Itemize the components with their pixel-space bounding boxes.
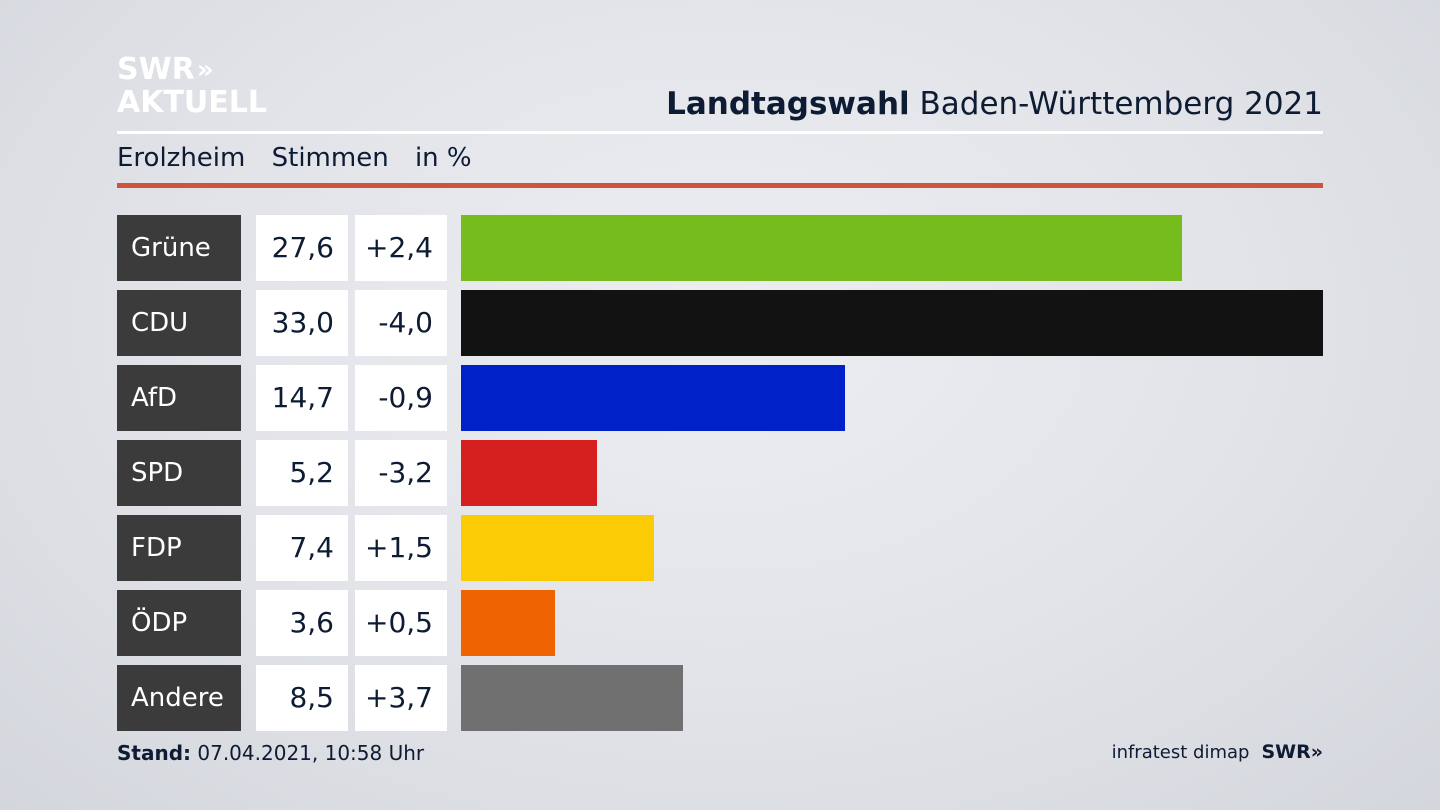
party-label: Grüne xyxy=(117,215,241,281)
bar-fdp xyxy=(461,515,654,581)
bar-cdu xyxy=(461,290,1323,356)
chart-row: SPD 5,2 -3,2 xyxy=(117,440,1323,506)
timestamp: Stand: 07.04.2021, 10:58 Uhr xyxy=(117,741,424,765)
vote-share-value: 33,0 xyxy=(256,290,348,356)
vote-share-value: 14,7 xyxy=(256,365,348,431)
logo-aktuell-text: AKTUELL xyxy=(117,85,268,120)
logo-swr-text: SWR xyxy=(117,52,195,87)
logo-arrows-icon: » xyxy=(196,55,214,85)
party-label: Andere xyxy=(117,665,241,731)
party-label: ÖDP xyxy=(117,590,241,656)
swr-brand-logo: SWR» xyxy=(1261,741,1323,763)
vote-change-value: -4,0 xyxy=(355,290,447,356)
vote-change-value: +2,4 xyxy=(355,215,447,281)
bar-afd xyxy=(461,365,845,431)
subtitle-place: Erolzheim xyxy=(117,143,246,173)
chart-row: Grüne 27,6 +2,4 xyxy=(117,215,1323,281)
subtitle-unit: in % xyxy=(414,143,472,173)
chart-title: Landtagswahl Baden-Württemberg 2021 xyxy=(666,86,1323,122)
bar-andere xyxy=(461,665,683,731)
title-bold: Landtagswahl xyxy=(666,86,910,122)
title-rest: Baden-Württemberg 2021 xyxy=(919,86,1323,122)
vote-share-value: 7,4 xyxy=(256,515,348,581)
header-divider xyxy=(117,131,1323,134)
subtitle-metric: Stimmen xyxy=(271,143,389,173)
subtitle-divider xyxy=(117,183,1323,188)
chart-row: CDU 33,0 -4,0 xyxy=(117,290,1323,356)
source-credit: infratest dimap SWR» xyxy=(1112,741,1323,763)
party-label: FDP xyxy=(117,515,241,581)
bar-ödp xyxy=(461,590,555,656)
vote-share-value: 27,6 xyxy=(256,215,348,281)
vote-change-value: +0,5 xyxy=(355,590,447,656)
party-label: CDU xyxy=(117,290,241,356)
chart-subtitle: Erolzheim Stimmen in % xyxy=(117,143,490,173)
swr-aktuell-logo: SWR» AKTUELL xyxy=(117,55,267,118)
chart-row: FDP 7,4 +1,5 xyxy=(117,515,1323,581)
vote-change-value: +3,7 xyxy=(355,665,447,731)
stand-value: 07.04.2021, 10:58 Uhr xyxy=(197,741,425,765)
chart-row: Andere 8,5 +3,7 xyxy=(117,665,1323,731)
vote-share-value: 8,5 xyxy=(256,665,348,731)
bar-spd xyxy=(461,440,597,506)
chart-row: ÖDP 3,6 +0,5 xyxy=(117,590,1323,656)
vote-change-value: -0,9 xyxy=(355,365,447,431)
source-text: infratest dimap xyxy=(1111,741,1250,763)
bar-grüne xyxy=(461,215,1182,281)
chart-row: AfD 14,7 -0,9 xyxy=(117,365,1323,431)
vote-change-value: -3,2 xyxy=(355,440,447,506)
party-label: AfD xyxy=(117,365,241,431)
party-label: SPD xyxy=(117,440,241,506)
vote-share-value: 3,6 xyxy=(256,590,348,656)
vote-share-value: 5,2 xyxy=(256,440,348,506)
stand-label: Stand: xyxy=(117,741,192,765)
vote-change-value: +1,5 xyxy=(355,515,447,581)
